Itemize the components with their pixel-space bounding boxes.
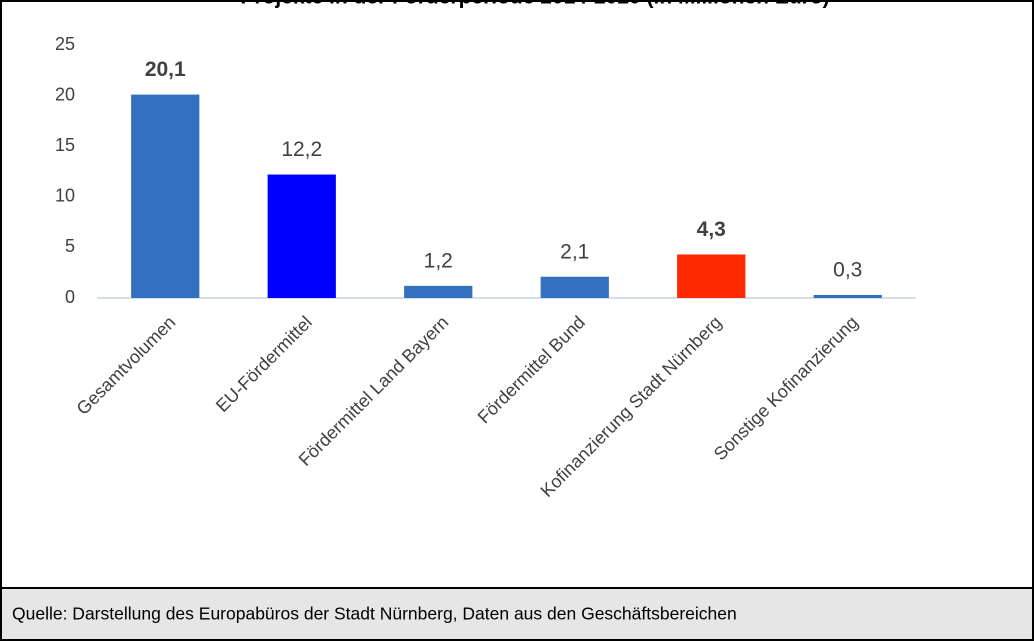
y-tick-label: 15 (55, 135, 75, 155)
y-tick-label: 25 (55, 34, 75, 54)
bar (677, 254, 746, 298)
y-tick-label: 0 (65, 287, 75, 307)
value-label: 20,1 (145, 58, 186, 81)
value-label: 12,2 (281, 138, 322, 161)
source-box (0, 587, 1034, 641)
source-text: Quelle: Darstellung des Europabüros der … (12, 604, 737, 624)
chart-title: Projekte in der Förderperiode 2014-2020 … (240, 0, 829, 9)
y-tick-label: 5 (65, 236, 75, 256)
value-label: 1,2 (424, 249, 453, 272)
bar (540, 276, 609, 298)
y-tick-label: 20 (55, 84, 75, 104)
bar (267, 174, 336, 298)
bar (813, 294, 882, 298)
bar (404, 285, 473, 298)
value-label: 2,1 (560, 240, 589, 263)
y-tick-label: 10 (55, 186, 75, 206)
bar (131, 94, 200, 298)
value-label: 4,3 (697, 218, 726, 241)
value-label: 0,3 (833, 259, 862, 282)
